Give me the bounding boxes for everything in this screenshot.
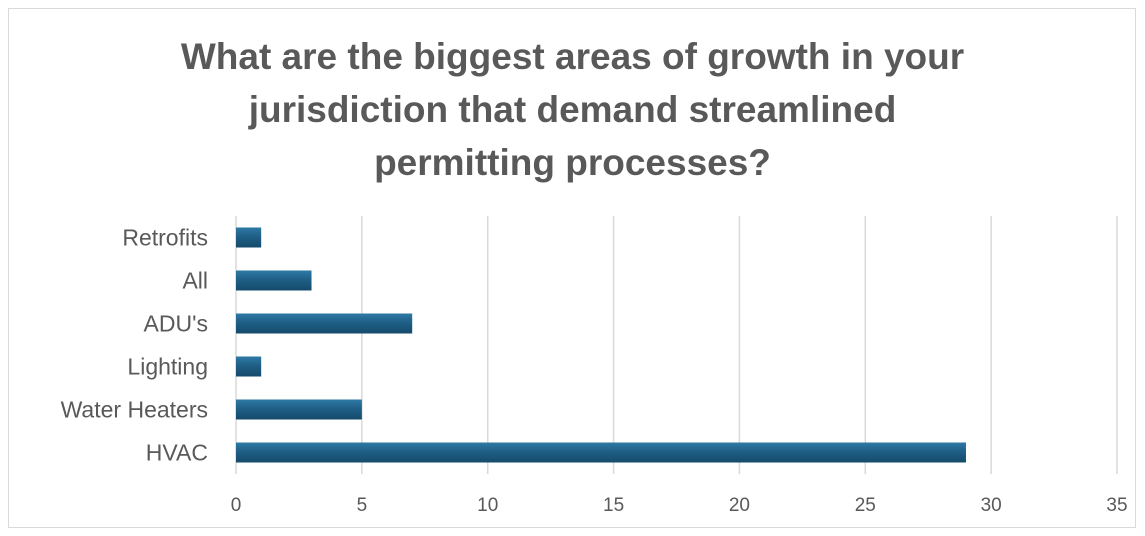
category-label: All — [182, 268, 208, 294]
x-tick-label: 35 — [1106, 495, 1127, 516]
x-tick-label: 25 — [855, 495, 876, 516]
bar-adu-s — [236, 313, 413, 334]
category-labels: Retrofits All ADU's Lighting Water Heaters HV… — [61, 225, 208, 466]
x-tick-label: 30 — [981, 495, 1002, 516]
bar-all — [236, 270, 312, 291]
chart-title-line-1: What are the biggest areas of growth in … — [180, 36, 965, 77]
x-tick-label: 10 — [477, 495, 498, 516]
bar-hvac — [236, 442, 966, 463]
bar-water-heaters — [236, 399, 362, 420]
bars — [236, 227, 966, 463]
x-tick-label: 15 — [603, 495, 624, 516]
category-label: Water Heaters — [61, 397, 208, 423]
x-tick-label: 5 — [357, 495, 368, 516]
category-label: Lighting — [127, 354, 208, 380]
chart-frame — [8, 8, 1136, 528]
category-label: Retrofits — [122, 225, 208, 251]
x-tick-label: 20 — [729, 495, 750, 516]
chart-title: What are the biggest areas of growth in … — [0, 30, 1145, 189]
category-label: HVAC — [146, 440, 208, 466]
x-tick-label: 0 — [231, 495, 242, 516]
bar-retrofits — [236, 227, 262, 248]
chart-title-line-3: permitting processes? — [374, 142, 771, 183]
chart-title-line-2: jurisdiction that demand streamlined — [248, 89, 897, 130]
x-axis-tick-labels: 0 5 10 15 20 25 30 35 — [231, 495, 1128, 516]
bar-lighting — [236, 356, 262, 377]
gridlines — [235, 216, 1118, 474]
category-label: ADU's — [144, 311, 208, 337]
